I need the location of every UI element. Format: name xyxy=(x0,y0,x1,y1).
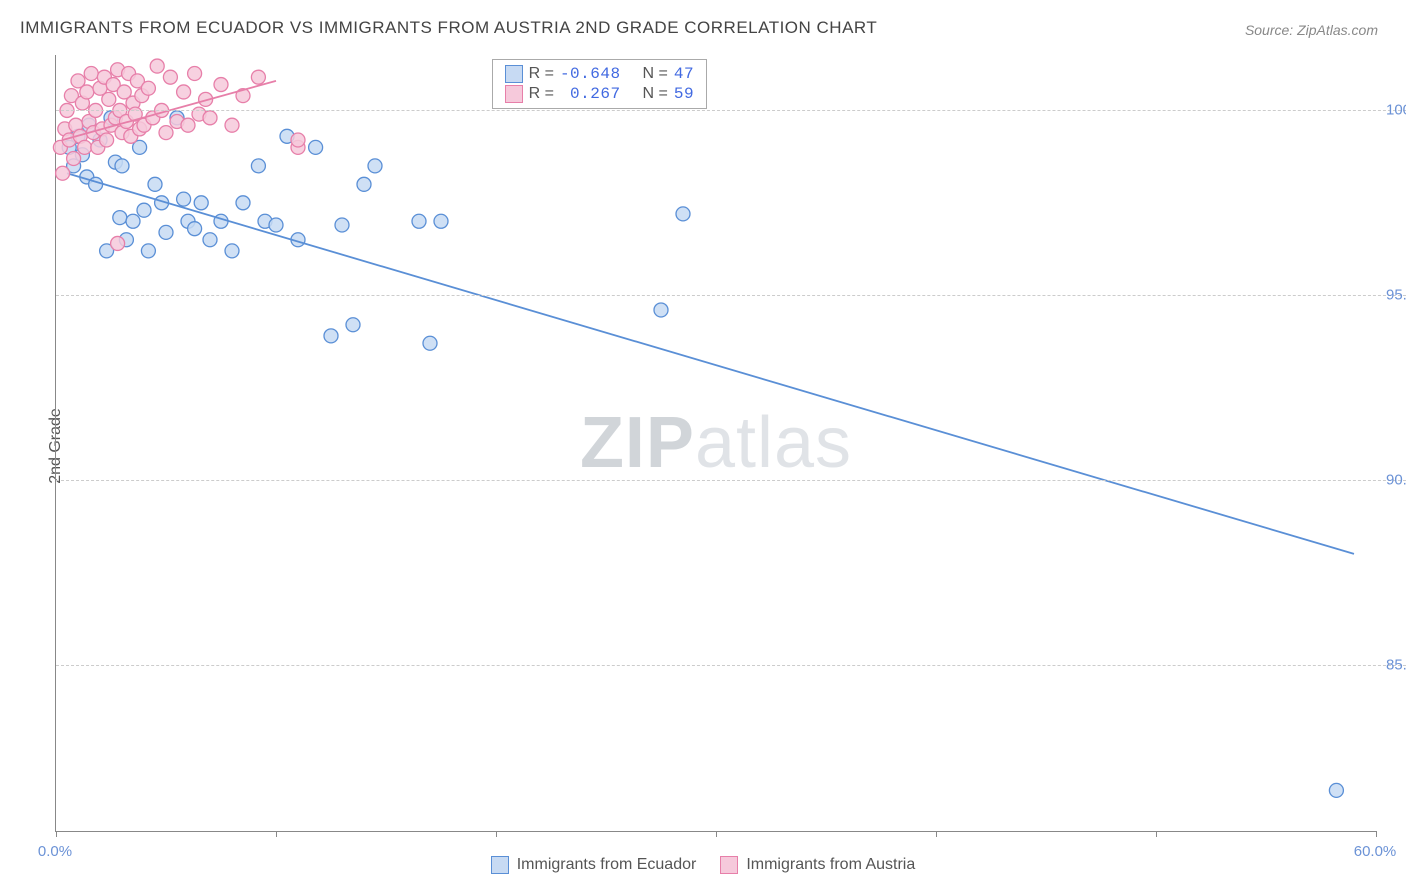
series-label: Immigrants from Austria xyxy=(746,856,915,874)
data-point xyxy=(148,177,162,191)
data-point xyxy=(368,159,382,173)
data-point xyxy=(80,85,94,99)
n-value: 47 xyxy=(674,65,694,83)
source-attribution: Source: ZipAtlas.com xyxy=(1245,22,1378,38)
y-tick-label: 85.0% xyxy=(1386,656,1406,673)
data-point xyxy=(100,133,114,147)
data-point xyxy=(251,70,265,84)
data-point xyxy=(251,159,265,173)
data-point xyxy=(434,214,448,228)
gridline xyxy=(56,665,1406,666)
r-value: -0.648 xyxy=(560,65,621,83)
data-point xyxy=(269,218,283,232)
n-label: N = xyxy=(643,65,668,83)
data-point xyxy=(159,126,173,140)
data-point xyxy=(163,70,177,84)
legend-swatch xyxy=(720,856,738,874)
data-point xyxy=(56,166,70,180)
data-point xyxy=(181,118,195,132)
legend-swatch xyxy=(505,85,523,103)
y-tick-label: 100.0% xyxy=(1386,102,1406,119)
r-label: R = xyxy=(529,65,554,83)
n-value: 59 xyxy=(674,85,694,103)
data-point xyxy=(141,244,155,258)
gridline xyxy=(56,480,1406,481)
gridline xyxy=(56,295,1406,296)
n-label: N = xyxy=(643,85,668,103)
y-tick-label: 95.0% xyxy=(1386,287,1406,304)
series-label: Immigrants from Ecuador xyxy=(517,856,697,874)
legend-row: R = -0.648 N = 47 xyxy=(505,64,695,84)
legend-swatch xyxy=(505,65,523,83)
data-point xyxy=(203,233,217,247)
chart-plot-area: ZIPatlas 85.0%90.0%95.0%100.0% R =-0.648… xyxy=(55,55,1376,832)
data-point xyxy=(203,111,217,125)
data-point xyxy=(115,159,129,173)
x-tick-mark xyxy=(716,831,717,837)
data-point xyxy=(225,118,239,132)
data-point xyxy=(676,207,690,221)
data-point xyxy=(225,244,239,258)
data-point xyxy=(412,214,426,228)
scatter-plot-svg xyxy=(56,55,1376,831)
y-tick-label: 90.0% xyxy=(1386,471,1406,488)
r-value: 0.267 xyxy=(560,85,621,103)
data-point xyxy=(150,59,164,73)
data-point xyxy=(357,177,371,191)
data-point xyxy=(102,92,116,106)
data-point xyxy=(214,78,228,92)
data-point xyxy=(194,196,208,210)
r-label: R = xyxy=(529,85,554,103)
x-tick-mark xyxy=(56,831,57,837)
data-point xyxy=(188,222,202,236)
data-point xyxy=(177,85,191,99)
data-point xyxy=(137,203,151,217)
regression-line xyxy=(67,173,1354,554)
data-point xyxy=(423,336,437,350)
data-point xyxy=(335,218,349,232)
data-point xyxy=(291,133,305,147)
data-point xyxy=(141,81,155,95)
data-point xyxy=(126,214,140,228)
series-legend: Immigrants from Ecuador Immigrants from A… xyxy=(0,856,1406,874)
data-point xyxy=(309,140,323,154)
series-legend-item: Immigrants from Ecuador xyxy=(491,856,697,874)
data-point xyxy=(111,236,125,250)
gridline xyxy=(56,110,1406,111)
chart-title: IMMIGRANTS FROM ECUADOR VS IMMIGRANTS FR… xyxy=(20,18,877,38)
data-point xyxy=(214,214,228,228)
data-point xyxy=(346,318,360,332)
data-point xyxy=(78,140,92,154)
data-point xyxy=(236,196,250,210)
data-point xyxy=(113,211,127,225)
x-tick-mark xyxy=(496,831,497,837)
data-point xyxy=(159,225,173,239)
data-point xyxy=(84,66,98,80)
x-tick-mark xyxy=(1376,831,1377,837)
data-point xyxy=(654,303,668,317)
data-point xyxy=(324,329,338,343)
data-point xyxy=(188,66,202,80)
series-legend-item: Immigrants from Austria xyxy=(720,856,915,874)
legend-swatch xyxy=(491,856,509,874)
data-point xyxy=(67,151,81,165)
x-tick-mark xyxy=(1156,831,1157,837)
data-point xyxy=(1329,783,1343,797)
x-tick-mark xyxy=(936,831,937,837)
x-tick-mark xyxy=(276,831,277,837)
legend-row: R = 0.267 N = 59 xyxy=(505,84,695,104)
correlation-legend: R = -0.648 N = 47 R = 0.267 N = 59 xyxy=(492,59,708,109)
data-point xyxy=(177,192,191,206)
